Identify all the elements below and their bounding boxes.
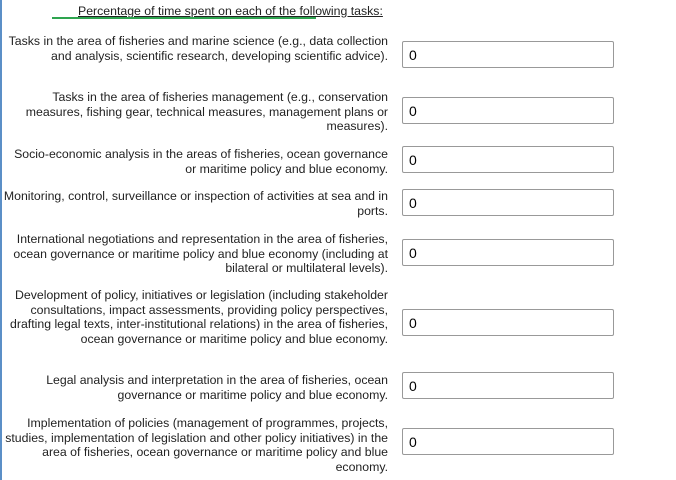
task-label: International negotiations and represent… <box>13 232 388 275</box>
task-percentage-input[interactable] <box>402 239 614 266</box>
task-label: Tasks in the area of fisheries and marin… <box>8 34 388 63</box>
section-heading: Percentage of time spent on each of the … <box>78 4 383 18</box>
task-label: Development of policy, initiatives or le… <box>10 288 388 346</box>
task-label: Monitoring, control, surveillance or ins… <box>3 189 388 218</box>
task-label: Socio-economic analysis in the areas of … <box>14 147 388 176</box>
task-percentage-input[interactable] <box>402 146 614 173</box>
task-percentage-input[interactable] <box>402 97 614 124</box>
task-percentage-input[interactable] <box>402 309 614 336</box>
heading-underline <box>52 17 316 19</box>
task-label: Legal analysis and interpretation in the… <box>46 373 388 402</box>
task-label: Implementation of policies (management o… <box>5 416 388 474</box>
task-percentage-input[interactable] <box>402 189 614 216</box>
task-label: Tasks in the area of fisheries managemen… <box>25 90 388 133</box>
left-border <box>0 0 2 480</box>
task-percentage-input[interactable] <box>402 428 614 455</box>
task-percentage-input[interactable] <box>402 372 614 399</box>
task-percentage-input[interactable] <box>402 41 614 68</box>
